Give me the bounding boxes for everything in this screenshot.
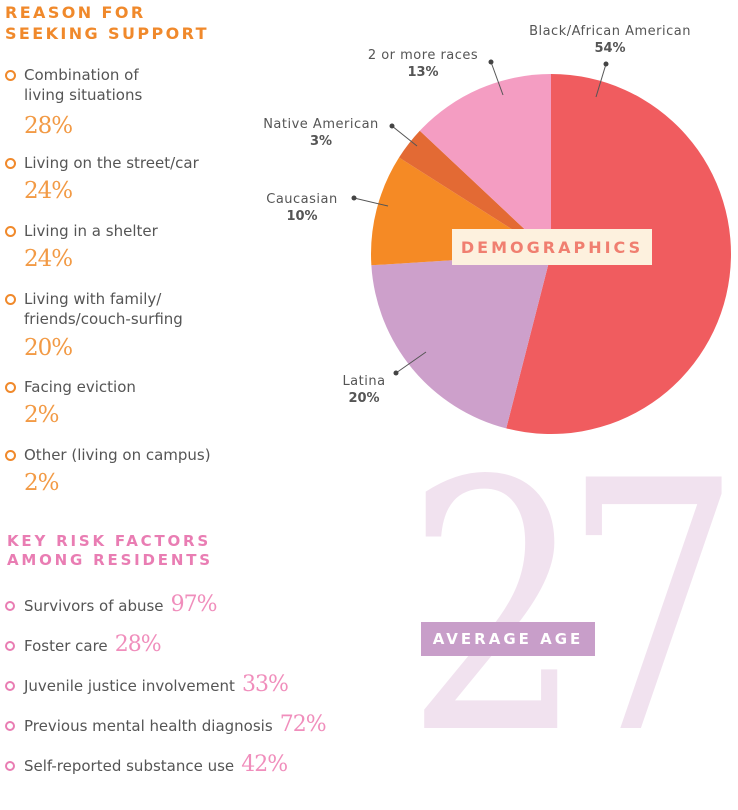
pie-leader-line bbox=[490, 61, 504, 96]
risk-label: Previous mental health diagnosis bbox=[24, 717, 273, 735]
pie-percent-label: 54% bbox=[594, 41, 625, 56]
reason-label: Living in a shelter bbox=[24, 222, 158, 240]
risk-heading: KEY RISK FACTORS AMONG RESIDENTS bbox=[7, 532, 213, 570]
demographics-label-box: DEMOGRAPHICS bbox=[452, 229, 652, 265]
pie-slice-2-or-more-races bbox=[419, 74, 551, 254]
reasons-heading: REASON FOR SEEKING SUPPORT bbox=[5, 2, 209, 44]
reason-label: Facing eviction bbox=[24, 378, 136, 396]
pie-percent-label: 20% bbox=[348, 391, 379, 406]
risk-label: Foster care bbox=[24, 637, 108, 655]
circle-bullet-icon bbox=[5, 226, 16, 237]
reason-percent: 20% bbox=[24, 335, 73, 361]
risk-item: Self-reported substance use 42% bbox=[0, 752, 400, 782]
pie-leader-line bbox=[395, 351, 427, 374]
risk-percent: 33% bbox=[241, 672, 289, 697]
reasons-heading-line2: SEEKING SUPPORT bbox=[5, 24, 209, 43]
risk-heading-line1: KEY RISK FACTORS bbox=[7, 532, 212, 550]
reason-label: Living on the street/car bbox=[24, 154, 199, 172]
circle-bullet-icon bbox=[5, 382, 16, 393]
pie-slice-native-american bbox=[399, 130, 551, 254]
risk-label: Juvenile justice involvement bbox=[24, 677, 235, 695]
pie-leader-line bbox=[391, 125, 418, 147]
risk-heading-line2: AMONG RESIDENTS bbox=[7, 551, 213, 569]
risk-item: Previous mental health diagnosis 72% bbox=[0, 712, 400, 742]
pie-label: Black/African American bbox=[529, 24, 691, 39]
circle-bullet-icon bbox=[5, 601, 15, 611]
reason-label: Living with family/ friends/couch-surfin… bbox=[24, 290, 183, 328]
circle-bullet-icon bbox=[5, 641, 15, 651]
reason-label: Other (living on campus) bbox=[24, 446, 211, 464]
pie-label: Latina bbox=[342, 374, 385, 389]
circle-bullet-icon bbox=[5, 721, 15, 731]
reason-percent: 2% bbox=[24, 470, 59, 496]
risk-item: Survivors of abuse 97% bbox=[0, 592, 400, 622]
pie-leader-dot bbox=[389, 123, 395, 129]
risk-percent: 28% bbox=[114, 632, 162, 657]
pie-label: Native American bbox=[263, 117, 379, 132]
circle-bullet-icon bbox=[5, 681, 15, 691]
pie-slice-latina bbox=[371, 254, 551, 429]
pie-percent-label: 13% bbox=[407, 65, 438, 80]
reason-percent: 28% bbox=[24, 113, 73, 139]
risk-percent: 42% bbox=[241, 752, 288, 777]
pie-percent-label: 10% bbox=[286, 209, 317, 224]
circle-bullet-icon bbox=[5, 761, 15, 771]
reason-percent: 2% bbox=[24, 402, 59, 428]
circle-bullet-icon bbox=[5, 158, 16, 169]
pie-percent-label: 3% bbox=[310, 134, 332, 149]
average-age-number: 27 bbox=[405, 409, 738, 810]
pie-leader-dot bbox=[351, 195, 357, 201]
risk-label: Survivors of abuse bbox=[24, 597, 164, 615]
pie-leader-line bbox=[353, 197, 389, 207]
circle-bullet-icon bbox=[5, 294, 16, 305]
reason-label: Combination of living situations bbox=[24, 66, 143, 104]
demographics-label: DEMOGRAPHICS bbox=[460, 237, 644, 257]
pie-leader-dot bbox=[603, 61, 609, 67]
risk-percent: 72% bbox=[279, 712, 327, 737]
average-age-label: AVERAGE AGE bbox=[432, 630, 584, 648]
risk-label: Self-reported substance use bbox=[24, 757, 235, 775]
circle-bullet-icon bbox=[5, 70, 16, 81]
average-age-label-box: AVERAGE AGE bbox=[421, 622, 595, 656]
pie-leader-dot bbox=[488, 59, 494, 65]
pie-label: Caucasian bbox=[266, 192, 338, 207]
risk-item: Juvenile justice involvement 33% bbox=[0, 672, 400, 702]
reason-percent: 24% bbox=[24, 246, 73, 272]
reason-percent: 24% bbox=[24, 178, 73, 204]
reasons-heading-line1: REASON FOR bbox=[5, 3, 146, 22]
pie-leader-line bbox=[595, 63, 607, 98]
pie-leader-dot bbox=[393, 370, 399, 376]
circle-bullet-icon bbox=[5, 450, 16, 461]
risk-item: Foster care 28% bbox=[0, 632, 400, 662]
pie-label: 2 or more races bbox=[368, 48, 478, 63]
risk-percent: 97% bbox=[170, 592, 218, 617]
